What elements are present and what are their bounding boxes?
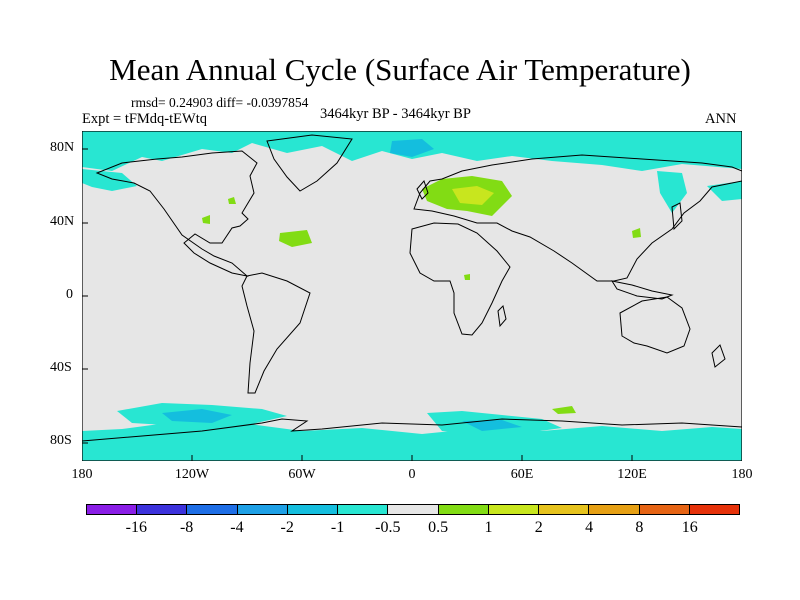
colorbar-label: 8 <box>635 519 644 536</box>
colorbar-label: -4 <box>230 519 244 536</box>
lat-label-80s: 80S <box>50 433 72 448</box>
anomaly-positive-moderate <box>452 186 494 205</box>
colorbar-swatch <box>639 505 690 514</box>
lon-label-180w: 180 <box>71 467 93 482</box>
lat-label-eq: 0 <box>66 287 73 302</box>
africa-coast <box>409 222 511 336</box>
map-ticks <box>82 148 633 461</box>
map-panel <box>82 131 742 461</box>
lon-label-120w: 120W <box>174 467 210 482</box>
colorbar-swatch <box>488 505 540 514</box>
period-label: 3464kyr BP - 3464kyr BP <box>320 106 471 122</box>
lon-label-180e: 180 <box>731 467 753 482</box>
stats-text: rmsd= 0.24903 diff= -0.0397854 <box>131 95 309 110</box>
colorbar-label: -16 <box>125 519 147 536</box>
colorbar-label: 2 <box>534 519 543 536</box>
anomaly-negative-strong <box>162 139 522 431</box>
colorbar-label: 0.5 <box>428 519 449 536</box>
plot-title: Mean Annual Cycle (Surface Air Temperatu… <box>109 52 691 87</box>
season-label: ANN <box>705 111 737 127</box>
indonesia-coast <box>610 280 674 300</box>
uk-coast <box>416 180 429 200</box>
lat-label-80n: 80N <box>50 140 75 155</box>
lon-label-60w: 60W <box>288 467 316 482</box>
colorbar-swatch <box>87 505 138 514</box>
lat-label-40s: 40S <box>50 360 72 375</box>
colorbar-label: 4 <box>585 519 594 536</box>
lon-label-60e: 60E <box>510 467 534 482</box>
colorbar-label: 1 <box>484 519 493 536</box>
colorbar-swatch <box>539 505 590 514</box>
colorbar-swatch <box>338 505 389 514</box>
north-america-coast <box>95 150 258 277</box>
colorbar-swatch <box>237 505 288 514</box>
colorbar-swatch <box>287 505 339 514</box>
colorbar <box>86 504 740 515</box>
new-zealand-coast <box>711 344 726 368</box>
eurasia-coast <box>413 154 742 282</box>
colorbar-label: -8 <box>179 519 194 536</box>
lon-label-120e: 120E <box>617 467 647 482</box>
south-america-coast <box>241 272 311 394</box>
japan-coast <box>671 202 683 231</box>
colorbar-label: 16 <box>681 519 698 536</box>
colorbar-swatch <box>388 505 439 514</box>
colorbar-swatch <box>438 505 489 514</box>
colorbar-swatch <box>187 505 238 514</box>
antarctica-coast <box>82 418 742 442</box>
lat-label-40n: 40N <box>50 214 75 229</box>
coastlines <box>82 134 742 442</box>
greenland-coast <box>266 134 353 192</box>
colorbar-label: -1 <box>330 519 345 536</box>
colorbar-swatch <box>689 505 740 514</box>
madagascar-coast <box>497 305 507 328</box>
experiment-label: Expt = tFMdq-tEWtq <box>82 111 207 127</box>
colorbar-swatch <box>137 505 188 514</box>
colorbar-label: -2 <box>280 519 294 536</box>
colorbar-label: -0.5 <box>375 519 401 536</box>
lon-label-0: 0 <box>408 467 416 482</box>
colorbar-swatch <box>589 505 640 514</box>
